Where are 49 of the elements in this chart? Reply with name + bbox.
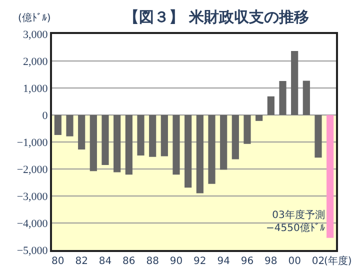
bar bbox=[160, 115, 168, 156]
y-tick-label: −5,000 bbox=[16, 244, 48, 257]
bar bbox=[172, 115, 180, 175]
x-tick-label: 88 bbox=[146, 256, 159, 267]
x-tick-label: 00 bbox=[288, 256, 301, 267]
bar bbox=[184, 115, 192, 188]
annotation: 03年度予測 −4550億ﾄﾞﾙ bbox=[266, 209, 325, 234]
bar bbox=[66, 115, 74, 136]
y-tick-label: −4,000 bbox=[16, 218, 48, 230]
bar bbox=[232, 115, 239, 160]
x-tick-label: 02 bbox=[312, 256, 325, 267]
bar bbox=[326, 115, 334, 238]
x-tick-label: 84 bbox=[98, 256, 112, 267]
y-tick-label: 2,000 bbox=[23, 56, 48, 68]
bar bbox=[220, 115, 228, 170]
y-tick-label: −2,000 bbox=[16, 164, 48, 176]
x-tick-label: 90 bbox=[170, 256, 183, 267]
bar bbox=[291, 51, 298, 115]
bar bbox=[244, 115, 251, 144]
bar bbox=[196, 115, 204, 194]
y-tick-label: 0 bbox=[42, 110, 48, 122]
bar bbox=[114, 115, 121, 172]
bar bbox=[125, 115, 132, 175]
bar bbox=[137, 115, 144, 156]
bar bbox=[78, 115, 86, 150]
x-tick-label: 86 bbox=[122, 256, 136, 267]
x-tick-label: 92 bbox=[194, 256, 206, 267]
bar bbox=[149, 115, 156, 157]
bar bbox=[267, 96, 274, 115]
y-tick-label: −3,000 bbox=[16, 190, 48, 203]
bar bbox=[54, 115, 62, 135]
x-tick-label: 80 bbox=[52, 256, 64, 267]
x-tick-label: 94 bbox=[217, 256, 230, 267]
x-tick-label: 82 bbox=[75, 256, 88, 267]
bar bbox=[102, 115, 109, 165]
y-axis-title: (億ﾄﾞﾙ) bbox=[18, 12, 51, 24]
bar bbox=[90, 115, 97, 172]
bar bbox=[256, 115, 263, 121]
bar bbox=[302, 80, 310, 115]
y-tick-label: 3,000 bbox=[23, 28, 48, 41]
x-axis-title: (年度) bbox=[324, 255, 352, 267]
y-tick-label: 1,000 bbox=[23, 82, 48, 95]
bar bbox=[208, 115, 216, 184]
bar bbox=[279, 80, 286, 115]
y-tick-label: −1,000 bbox=[16, 136, 48, 149]
chart-title: 【図３】 米財政収支の推移 bbox=[124, 8, 310, 26]
x-tick-label: 96 bbox=[240, 256, 254, 267]
x-tick-label: 98 bbox=[264, 256, 278, 267]
bar bbox=[314, 115, 322, 158]
